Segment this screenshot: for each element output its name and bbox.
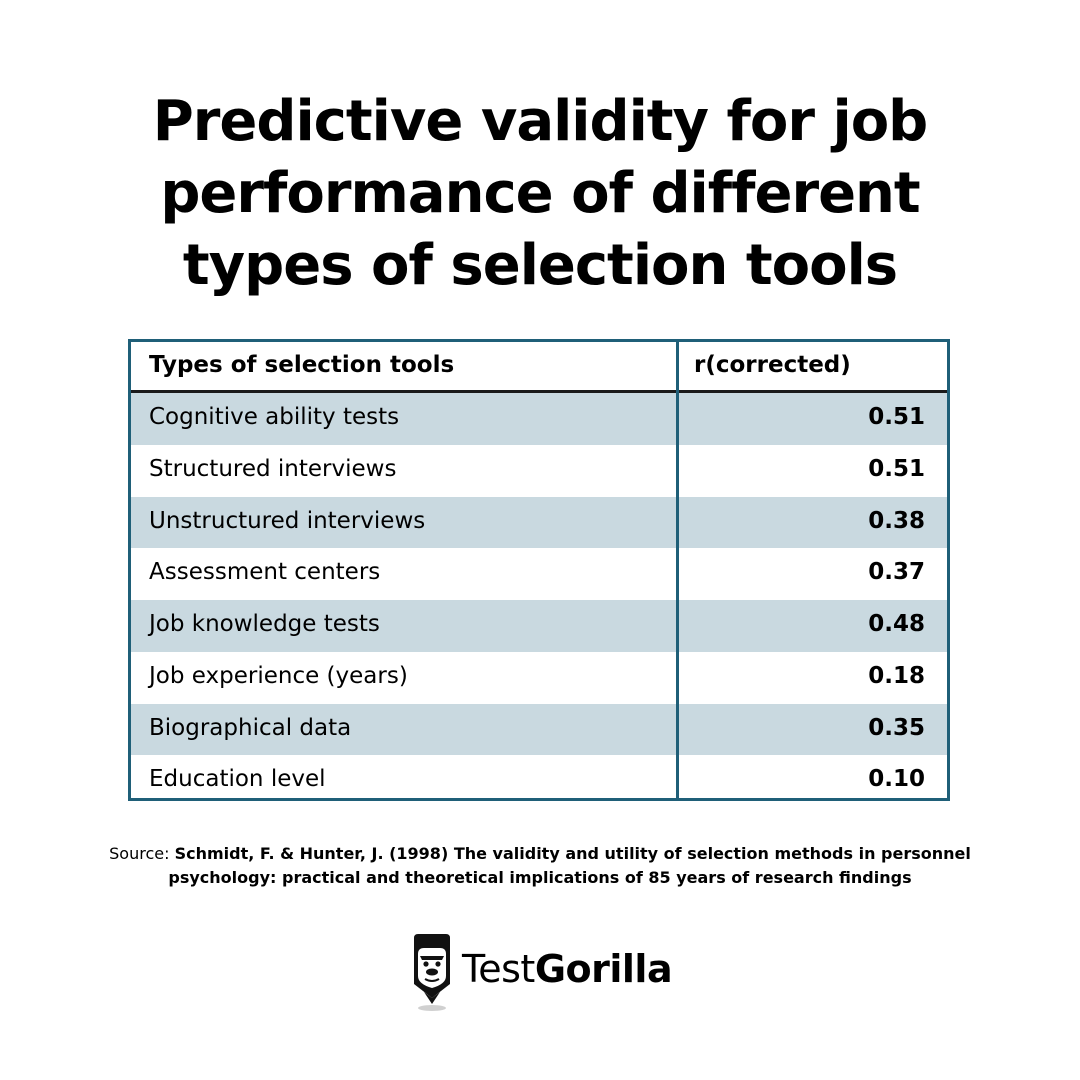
validity-table: Types of selection tools r(corrected) Co…: [128, 339, 950, 801]
header-r-corrected: r(corrected): [694, 352, 851, 378]
row-r-value: 0.51: [868, 455, 925, 482]
row-r-value: 0.35: [868, 714, 925, 741]
row-r-value: 0.48: [868, 611, 925, 637]
table-header: Types of selection tools r(corrected): [131, 342, 947, 393]
row-r-value: 0.51: [868, 404, 925, 430]
table-row: Cognitive ability tests 0.51: [131, 393, 947, 445]
testgorilla-logo: TestGorilla: [408, 932, 678, 1012]
title-line-3: types of selection tools: [182, 233, 898, 298]
row-tool-name: Education level: [149, 766, 326, 793]
logo-wordmark: TestGorilla: [462, 946, 673, 992]
table-row: Job experience (years) 0.18: [131, 652, 947, 704]
row-r-value: 0.37: [868, 559, 925, 586]
logo-text-test: Test: [462, 947, 535, 991]
page-title: Predictive validity for job performance …: [0, 86, 1080, 302]
logo-text-gorilla: Gorilla: [534, 947, 673, 991]
table-row: Biographical data 0.35: [131, 703, 947, 756]
source-label: Source:: [109, 844, 175, 863]
row-tool-name: Assessment centers: [149, 559, 381, 586]
row-tool-name: Biographical data: [149, 714, 352, 741]
row-r-value: 0.18: [868, 662, 925, 689]
source-citation: Source: Schmidt, F. & Hunter, J. (1998) …: [0, 842, 1080, 890]
table-row: Education level 0.10: [131, 755, 947, 807]
row-tool-name: Cognitive ability tests: [149, 404, 400, 430]
row-tool-name: Unstructured interviews: [149, 507, 426, 534]
table-body: Cognitive ability tests 0.51 Structured …: [131, 393, 947, 807]
table-row: Unstructured interviews 0.38: [131, 496, 947, 549]
source-reference-line-1: Schmidt, F. & Hunter, J. (1998) The vali…: [174, 844, 971, 863]
table-row: Job knowledge tests 0.48: [131, 600, 947, 652]
title-line-1: Predictive validity for job: [152, 89, 928, 154]
header-tool-types: Types of selection tools: [149, 352, 455, 378]
source-reference-line-2: psychology: practical and theoretical im…: [168, 868, 912, 887]
row-r-value: 0.10: [868, 766, 925, 793]
gorilla-pencil-icon: [414, 934, 450, 1011]
column-divider: [676, 342, 679, 798]
row-tool-name: Job experience (years): [149, 662, 408, 689]
title-line-2: performance of different: [160, 161, 920, 226]
table-row: Structured interviews 0.51: [131, 445, 947, 497]
row-tool-name: Structured interviews: [149, 455, 397, 482]
row-r-value: 0.38: [868, 507, 925, 534]
row-tool-name: Job knowledge tests: [149, 611, 380, 637]
table-row: Assessment centers 0.37: [131, 548, 947, 600]
